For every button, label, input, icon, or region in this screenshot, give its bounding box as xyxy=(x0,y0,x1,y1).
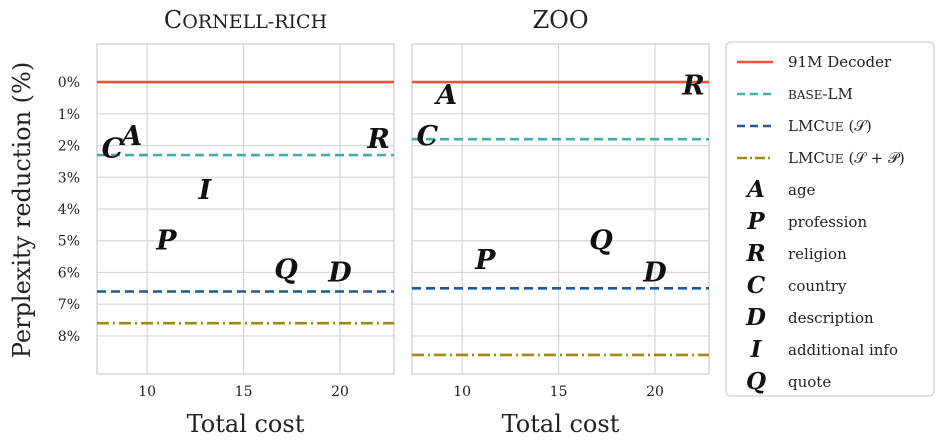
legend-letter-label: additional info xyxy=(788,341,898,359)
point-label: P xyxy=(155,226,177,257)
legend-series-label: BASE-LM xyxy=(788,85,853,103)
panel-title: ZOO xyxy=(532,6,588,34)
legend-series-label: LMCUE (𝒮 + 𝒫) xyxy=(788,149,905,167)
y-tick-label: 0% xyxy=(58,75,80,91)
legend-letter-label: profession xyxy=(788,213,867,231)
point-label: C xyxy=(102,134,124,165)
point-label: R xyxy=(681,70,704,101)
y-tick-label: 1% xyxy=(58,107,80,123)
legend-letter: C xyxy=(747,272,766,299)
y-tick-label: 3% xyxy=(58,170,80,186)
point-label: D xyxy=(327,257,352,288)
legend-letter-label: quote xyxy=(788,373,831,391)
point-label: Q xyxy=(274,254,298,285)
legend-series-label: LMCUE (𝒮) xyxy=(788,117,872,135)
panel-title: CORNELL-RICH xyxy=(164,6,327,34)
x-axis-label: Total cost xyxy=(502,410,620,438)
legend-letter: A xyxy=(745,176,765,203)
point-label: P xyxy=(474,245,496,276)
legend-letter-label: description xyxy=(788,309,874,327)
point-label: R xyxy=(366,124,389,155)
legend-series-label: 91M Decoder xyxy=(788,53,892,71)
x-tick-label: 10 xyxy=(453,384,471,400)
legend-letter-label: religion xyxy=(788,245,847,263)
y-tick-label: 7% xyxy=(58,297,80,313)
legend-letter: I xyxy=(750,336,763,363)
point-label: A xyxy=(433,80,457,111)
y-tick-label: 4% xyxy=(58,202,80,218)
point-label: Q xyxy=(589,226,613,257)
y-tick-label: 6% xyxy=(58,265,80,281)
point-label: A xyxy=(118,121,142,152)
plot-frame xyxy=(96,43,395,375)
x-tick-label: 15 xyxy=(550,384,568,400)
y-axis-label: Perplexity reduction (%) xyxy=(8,62,36,358)
point-label: I xyxy=(198,175,213,206)
panel-1: 0% 1% 2% 3% 4% 5% 6% 7% 8% 10 15 20 CORNELL-RICH Tota… xyxy=(58,6,395,438)
legend-letter-label: age xyxy=(788,181,816,199)
y-tick-label: 5% xyxy=(58,234,80,250)
x-tick-label: 10 xyxy=(138,384,156,400)
legend-box xyxy=(725,41,935,397)
legend-letter: D xyxy=(745,304,766,331)
legend-letter: P xyxy=(746,208,765,235)
legend-letter: Q xyxy=(746,368,766,395)
panel-2: 10 15 20 ZOO Total cost A R C Q P D xyxy=(411,6,710,438)
legend-letter: R xyxy=(745,240,765,267)
x-axis-label: Total cost xyxy=(187,410,305,438)
y-tick-label: 8% xyxy=(58,329,80,345)
point-label: D xyxy=(642,257,667,288)
x-tick-label: 15 xyxy=(235,384,253,400)
x-tick-label: 20 xyxy=(646,384,664,400)
legend-letter-label: country xyxy=(788,277,847,295)
plot-frame xyxy=(411,43,710,375)
x-tick-label: 20 xyxy=(331,384,349,400)
y-tick-label: 2% xyxy=(58,139,80,155)
point-label: C xyxy=(417,121,439,152)
